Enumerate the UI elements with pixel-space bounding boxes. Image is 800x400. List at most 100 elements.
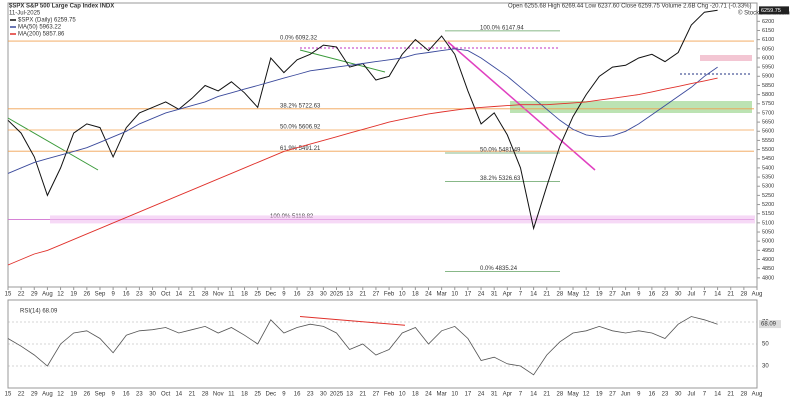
x-tick-label: 24 <box>425 292 432 298</box>
y-tick-label: 4950 <box>762 248 774 254</box>
resistance-zone <box>700 55 752 61</box>
fib-label: 50.0% 5606.92 <box>280 125 321 131</box>
fib-label: 61.9% 5491.21 <box>280 146 321 152</box>
x-tick-label: 15 <box>5 392 12 398</box>
x-tick-label: 23 <box>662 292 669 298</box>
x-tick-label: 29 <box>31 292 38 298</box>
x-tick-label: Jul <box>687 292 695 298</box>
y-tick-label: 5650 <box>762 120 774 126</box>
legend-label: MA(50) 5963.22 <box>18 25 62 31</box>
rsi-tick-label: 30 <box>762 364 769 370</box>
x-tick-label: 18 <box>412 292 419 298</box>
x-tick-label: Aug <box>752 392 763 398</box>
x-tick-label: 19 <box>70 392 77 398</box>
x-tick-label: Nov <box>213 392 224 398</box>
x-tick-label: Apr <box>503 392 512 398</box>
fib-label: 0.0% 4835.24 <box>480 266 518 272</box>
trendline <box>447 41 596 171</box>
x-tick-label: 23 <box>307 392 314 398</box>
x-tick-label: Aug <box>42 392 53 398</box>
y-tick-label: 5600 <box>762 129 774 135</box>
x-tick-label: 23 <box>136 392 143 398</box>
x-tick-label: Dec <box>265 392 276 398</box>
trendline <box>299 49 386 73</box>
x-tick-label: 18 <box>412 392 419 398</box>
x-tick-label: 19 <box>596 292 603 298</box>
y-tick-label: 5100 <box>762 220 774 226</box>
x-tick-label: 24 <box>478 292 485 298</box>
x-tick-label: Jun <box>621 292 631 298</box>
x-tick-label: 23 <box>307 292 314 298</box>
x-tick-label: 28 <box>557 292 564 298</box>
y-tick-label: 5850 <box>762 83 774 89</box>
x-tick-label: 14 <box>714 292 721 298</box>
x-tick-label: 13 <box>346 292 353 298</box>
x-tick-label: 14 <box>714 392 721 398</box>
x-tick-label: 9 <box>637 392 641 398</box>
price-panel <box>7 2 758 288</box>
x-tick-label: 21 <box>189 292 196 298</box>
y-tick-label: 5050 <box>762 229 774 235</box>
x-tick-label: Oct <box>161 392 171 398</box>
x-tick-label: 10 <box>451 292 458 298</box>
y-tick-label: 6150 <box>762 28 774 34</box>
x-tick-label: 9 <box>282 292 286 298</box>
x-tick-label: 17 <box>465 392 472 398</box>
fib-label: 0.0% 6092.32 <box>280 36 318 42</box>
last-price-box <box>759 6 789 15</box>
x-tick-label: 14 <box>530 292 537 298</box>
x-tick-label: 2025 <box>330 392 344 398</box>
x-tick-label: Aug <box>42 292 53 298</box>
x-tick-label: 22 <box>18 392 25 398</box>
y-tick-label: 5250 <box>762 193 774 199</box>
fib-label: 50.0% 5481.49 <box>480 148 521 154</box>
x-tick-label: May <box>567 392 578 398</box>
x-tick-label: 9 <box>282 392 286 398</box>
x-tick-label: 14 <box>175 292 182 298</box>
x-tick-label: 30 <box>320 392 327 398</box>
x-tick-label: 28 <box>202 392 209 398</box>
x-tick-label: 12 <box>57 392 64 398</box>
x-tick-label: Sep <box>95 392 106 398</box>
x-tick-label: 12 <box>583 292 590 298</box>
x-tick-label: 27 <box>609 292 616 298</box>
fib-label: 38.2% 5326.63 <box>480 176 521 182</box>
x-tick-label: 14 <box>175 392 182 398</box>
x-tick-label: 21 <box>727 292 734 298</box>
x-tick-label: 28 <box>741 392 748 398</box>
x-tick-label: May <box>567 292 578 298</box>
x-tick-label: 9 <box>637 292 641 298</box>
x-tick-label: 23 <box>136 292 143 298</box>
x-tick-label: 19 <box>70 292 77 298</box>
x-tick-label: 26 <box>83 292 90 298</box>
y-tick-label: 4900 <box>762 257 774 263</box>
price-line <box>7 48 718 174</box>
y-tick-label: 5750 <box>762 101 774 107</box>
x-tick-label: Jul <box>687 392 695 398</box>
x-tick-label: 13 <box>346 392 353 398</box>
legend-label: $SPX (Daily) 6259.75 <box>18 18 76 24</box>
x-tick-label: 12 <box>583 392 590 398</box>
x-tick-label: Nov <box>213 292 224 298</box>
x-tick-label: 18 <box>241 392 248 398</box>
x-tick-label: 21 <box>543 392 550 398</box>
x-tick-label: 16 <box>123 392 130 398</box>
x-tick-label: 15 <box>5 292 12 298</box>
y-tick-label: 5800 <box>762 92 774 98</box>
x-tick-label: 10 <box>399 292 406 298</box>
y-tick-label: 5150 <box>762 211 774 217</box>
fib-label: 100.0% 6147.94 <box>480 25 524 31</box>
x-tick-label: 2025 <box>330 292 344 298</box>
x-tick-label: 16 <box>649 392 656 398</box>
price-line <box>7 77 718 266</box>
x-tick-label: 11 <box>228 392 235 398</box>
x-tick-label: 30 <box>149 392 156 398</box>
x-tick-label: 9 <box>111 392 115 398</box>
chart-date: 11-Jul-2025 <box>9 11 41 17</box>
y-tick-label: 4850 <box>762 266 774 272</box>
x-tick-label: Aug <box>752 292 763 298</box>
x-tick-label: 17 <box>465 292 472 298</box>
x-tick-label: Sep <box>95 292 106 298</box>
rsi-line <box>7 316 718 376</box>
y-tick-label: 5000 <box>762 239 774 245</box>
